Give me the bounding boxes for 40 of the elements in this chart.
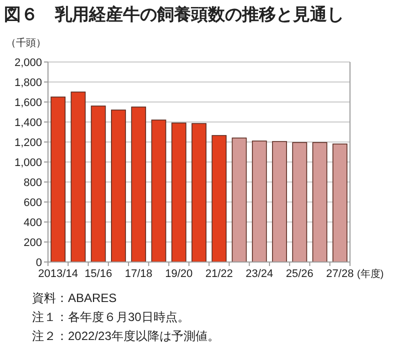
- y-tick-label: 1,200: [14, 137, 42, 149]
- text: 注１：各年度６月30日時点。: [32, 310, 190, 324]
- bar: [312, 142, 328, 262]
- bar: [292, 142, 308, 262]
- bar: [131, 106, 146, 262]
- x-tick-label: 15/16: [84, 268, 112, 280]
- x-tick-label: 23/24: [246, 268, 274, 280]
- y-tick-label: 1,600: [14, 97, 42, 109]
- y-tick-label: 2,000: [14, 57, 42, 69]
- text: 注２：2022/23年度以降は予測値。: [32, 329, 220, 343]
- x-tick-label: 27/28: [326, 268, 354, 280]
- bar: [50, 96, 66, 262]
- bar: [192, 123, 206, 262]
- y-tick-label: 800: [24, 177, 42, 189]
- bar: [272, 141, 287, 262]
- x-tick-label: 21/22: [205, 268, 233, 280]
- y-tick-label: 0: [36, 257, 42, 269]
- text: 資料：ABARES: [32, 291, 117, 305]
- y-tick-label: 1,400: [14, 117, 42, 129]
- bar: [171, 122, 186, 262]
- y-axis-title: （千頭）: [6, 37, 46, 49]
- chart-title: 図６ 乳用経産牛の飼養頭数の推移と見通し: [4, 5, 344, 24]
- y-tick-label: 200: [24, 237, 42, 249]
- y-tick-label: 600: [24, 197, 42, 209]
- x-tick-label: 19/20: [165, 268, 193, 280]
- y-tick-label: 1,800: [14, 77, 42, 89]
- x-axis-title: (年度): [357, 268, 384, 280]
- bar: [332, 144, 348, 262]
- bar: [212, 135, 227, 262]
- y-tick-label: 1,000: [14, 157, 42, 169]
- x-tick-label: 17/18: [124, 268, 152, 280]
- x-tick-label: 25/26: [286, 268, 314, 280]
- y-tick-label: 400: [24, 217, 42, 229]
- bar: [90, 106, 106, 262]
- bar: [252, 140, 267, 262]
- bar: [70, 92, 86, 262]
- bar: [111, 110, 126, 262]
- x-tick-label: 2013/14: [38, 268, 78, 280]
- bar: [151, 120, 166, 262]
- bar: [232, 138, 247, 262]
